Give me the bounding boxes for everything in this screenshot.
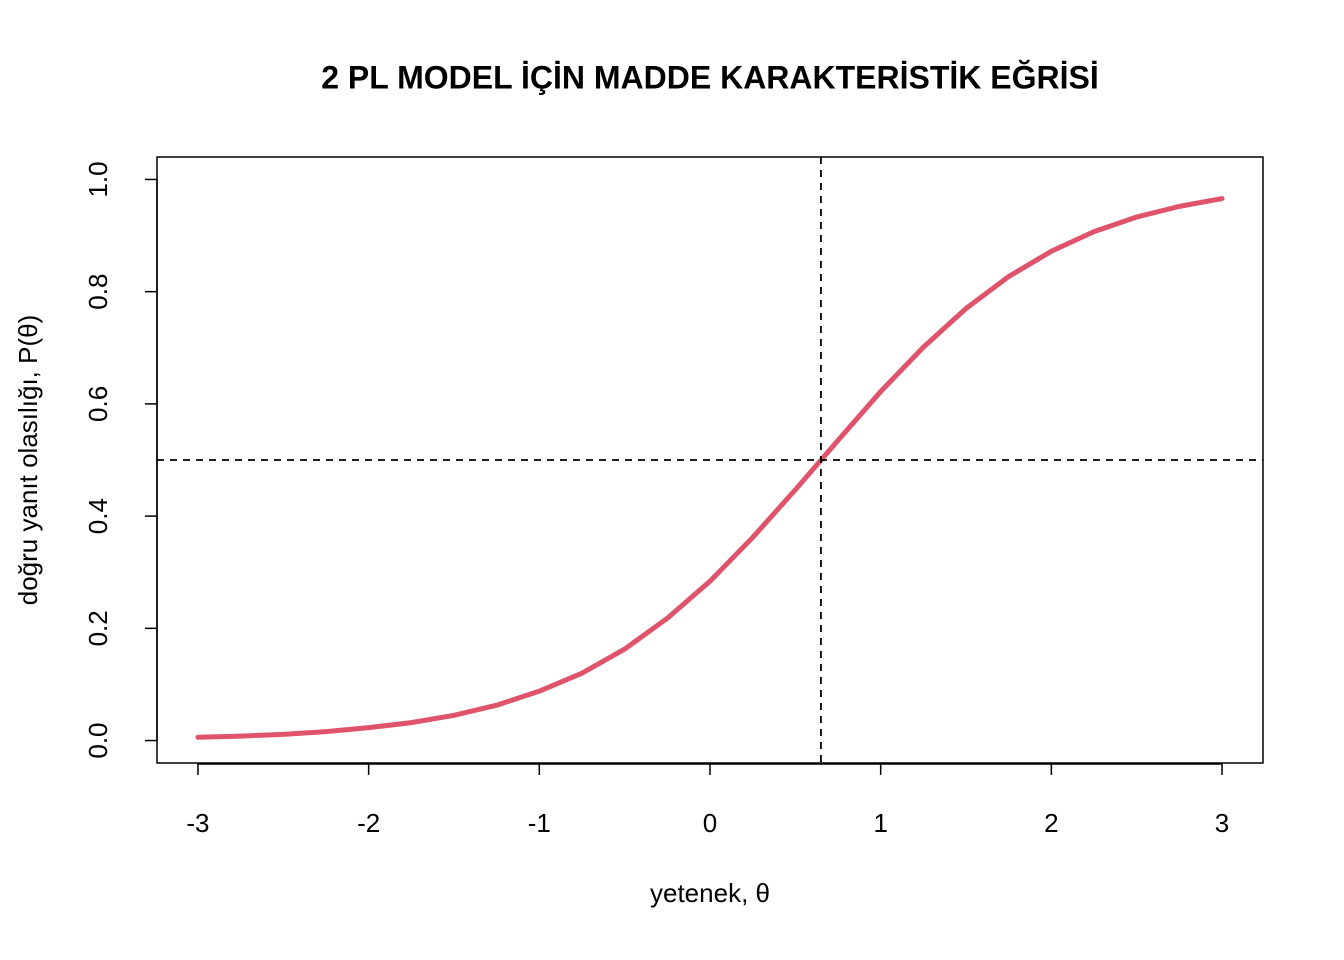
chart-title: 2 PL MODEL İÇİN MADDE KARAKTERİSTİK EĞRİ… bbox=[321, 59, 1099, 95]
y-tick-label: 1.0 bbox=[83, 161, 113, 197]
y-tick-label: 0.0 bbox=[83, 722, 113, 758]
x-tick-label: 2 bbox=[1044, 808, 1058, 838]
x-axis-label: yetenek, θ bbox=[650, 878, 770, 908]
y-axis-label: doğru yanıt olasılığı, P(θ) bbox=[13, 315, 43, 605]
curve bbox=[195, 196, 1225, 740]
y-tick-label: 0.6 bbox=[83, 386, 113, 422]
x-tick-label: 1 bbox=[873, 808, 887, 838]
x-tick-label: -1 bbox=[528, 808, 551, 838]
x-tick-label: 0 bbox=[703, 808, 717, 838]
y-tick-label: 0.8 bbox=[83, 274, 113, 310]
x-tick-label: -3 bbox=[186, 808, 209, 838]
x-tick-label: -2 bbox=[357, 808, 380, 838]
y-tick-label: 0.2 bbox=[83, 610, 113, 646]
x-tick-label: 3 bbox=[1215, 808, 1229, 838]
y-tick-label: 0.4 bbox=[83, 498, 113, 534]
